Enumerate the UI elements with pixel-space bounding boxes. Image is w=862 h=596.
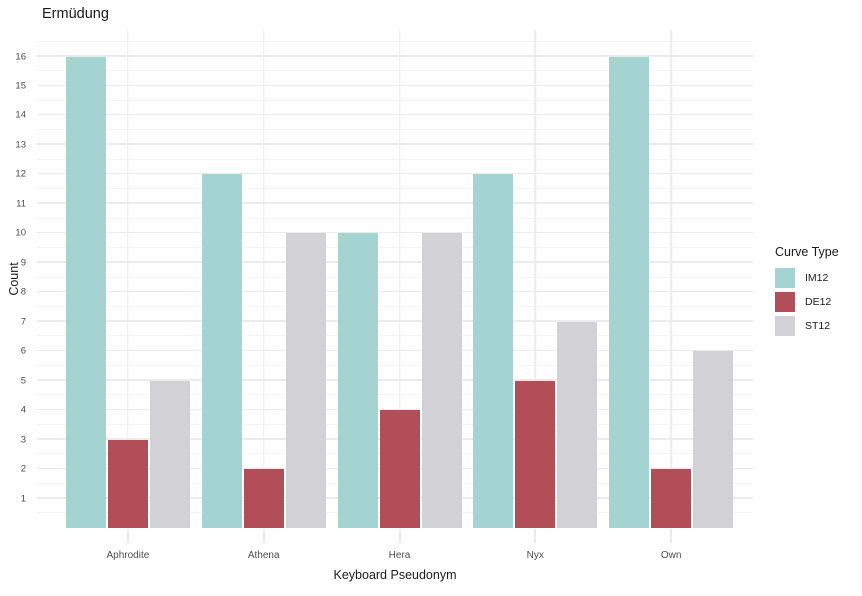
bar-group-aphrodite: [65, 56, 191, 528]
plot-panel: [37, 30, 753, 528]
x-tick: [126, 529, 129, 543]
bar-de12-aphrodite: [107, 439, 148, 528]
y-tick-label: 11: [16, 198, 26, 210]
y-gridline-major: [37, 84, 753, 86]
bar-st12-aphrodite: [149, 380, 190, 528]
y-gridline-minor: [37, 247, 753, 249]
y-axis-tick-labels: 1 2 3 4 5 6 7 8 9 10 11 12 13 14 15 16: [0, 30, 31, 528]
y-gridline-major: [37, 172, 753, 175]
bar-group-hera: [337, 233, 463, 528]
legend-swatch-im12: [775, 268, 795, 288]
legend-label-st12: ST12: [805, 320, 831, 332]
bar-de12-own: [651, 469, 692, 528]
x-tick-label: Athena: [247, 550, 280, 561]
bar-de12-nyx: [515, 380, 556, 528]
y-gridline-minor: [37, 129, 753, 131]
y-gridline-major: [37, 231, 753, 234]
bar-st12-athena: [285, 233, 326, 528]
y-gridline-minor: [37, 188, 753, 190]
bar-im12-own: [609, 56, 650, 528]
legend-item-im12: IM12: [775, 268, 839, 288]
x-tick-label: Hera: [388, 550, 411, 561]
x-gridline-major: [398, 30, 401, 528]
x-gridline-major: [670, 30, 672, 528]
y-gridline-minor: [37, 99, 753, 101]
x-tick: [398, 529, 401, 543]
bar-group-athena: [201, 174, 327, 528]
y-tick-label: 8: [20, 286, 26, 298]
y-gridline-major: [37, 55, 753, 57]
bar-st12-hera: [421, 233, 462, 528]
legend-title: Curve Type: [775, 245, 839, 259]
bar-de12-athena: [243, 469, 284, 528]
bar-im12-aphrodite: [65, 56, 106, 528]
y-tick-label: 2: [20, 463, 26, 475]
y-tick-label: 13: [15, 139, 26, 151]
x-tick-label: Own: [660, 550, 682, 561]
chart-title: Ermüdung: [42, 6, 109, 22]
x-tick: [670, 529, 673, 543]
legend-item-st12: ST12: [775, 316, 839, 336]
x-gridline-major: [127, 30, 129, 528]
y-tick-label: 12: [15, 168, 26, 180]
bar-im12-nyx: [473, 174, 514, 528]
y-gridline-minor: [37, 217, 753, 219]
y-gridline-major: [37, 379, 753, 381]
y-tick-label: 4: [20, 404, 26, 416]
y-gridline-minor: [37, 158, 753, 160]
y-gridline-major: [37, 290, 753, 293]
bar-im12-hera: [337, 233, 378, 528]
bar-group-own: [608, 56, 734, 528]
x-tick-label: Nyx: [526, 550, 544, 561]
x-axis-ticks: [37, 528, 753, 544]
y-gridline-major: [37, 261, 753, 263]
y-gridline-minor: [37, 306, 753, 307]
legend-swatch-st12: [775, 316, 795, 336]
x-gridline-major: [262, 30, 265, 528]
legend-label-im12: IM12: [805, 272, 829, 284]
y-tick-label: 7: [20, 316, 26, 328]
x-tick-label: Aphrodite: [106, 550, 150, 561]
legend: Curve Type IM12 DE12 ST12: [775, 245, 839, 340]
legend-item-de12: DE12: [775, 292, 839, 312]
y-gridline-minor: [37, 335, 753, 337]
bar-im12-athena: [201, 174, 242, 528]
y-tick-label: 3: [20, 434, 26, 446]
y-gridline-major: [37, 202, 753, 204]
y-gridline-minor: [37, 70, 753, 72]
y-tick-label: 1: [20, 493, 26, 505]
x-axis-title: Keyboard Pseudonym: [333, 568, 457, 582]
bar-group-nyx: [472, 174, 598, 528]
y-gridline-minor: [37, 40, 753, 42]
x-gridline-major: [534, 30, 537, 528]
y-gridline-major: [37, 349, 753, 352]
y-gridline-minor: [37, 394, 753, 396]
bar-st12-nyx: [557, 321, 598, 528]
y-gridline-major: [37, 143, 753, 145]
legend-swatch-de12: [775, 292, 795, 312]
y-tick-label: 15: [15, 80, 26, 92]
x-tick: [262, 529, 265, 543]
y-gridline-major: [37, 113, 753, 116]
y-tick-label: 9: [20, 257, 26, 269]
y-tick-label: 6: [20, 345, 26, 357]
bar-st12-own: [693, 351, 734, 528]
y-tick-label: 14: [15, 109, 26, 121]
bar-de12-hera: [379, 410, 420, 528]
y-gridline-major: [37, 408, 753, 411]
legend-items: IM12 DE12 ST12: [775, 268, 839, 336]
y-tick-label: 10: [15, 227, 26, 239]
y-gridline-minor: [37, 364, 753, 366]
y-gridline-major: [37, 320, 753, 322]
y-tick-label: 16: [15, 51, 26, 63]
x-axis-tick-labels: Aphrodite Athena Hera Nyx Own: [37, 550, 753, 564]
x-tick: [534, 529, 537, 543]
legend-label-de12: DE12: [805, 296, 832, 308]
y-gridline-minor: [37, 276, 753, 278]
y-tick-label: 5: [20, 375, 26, 387]
